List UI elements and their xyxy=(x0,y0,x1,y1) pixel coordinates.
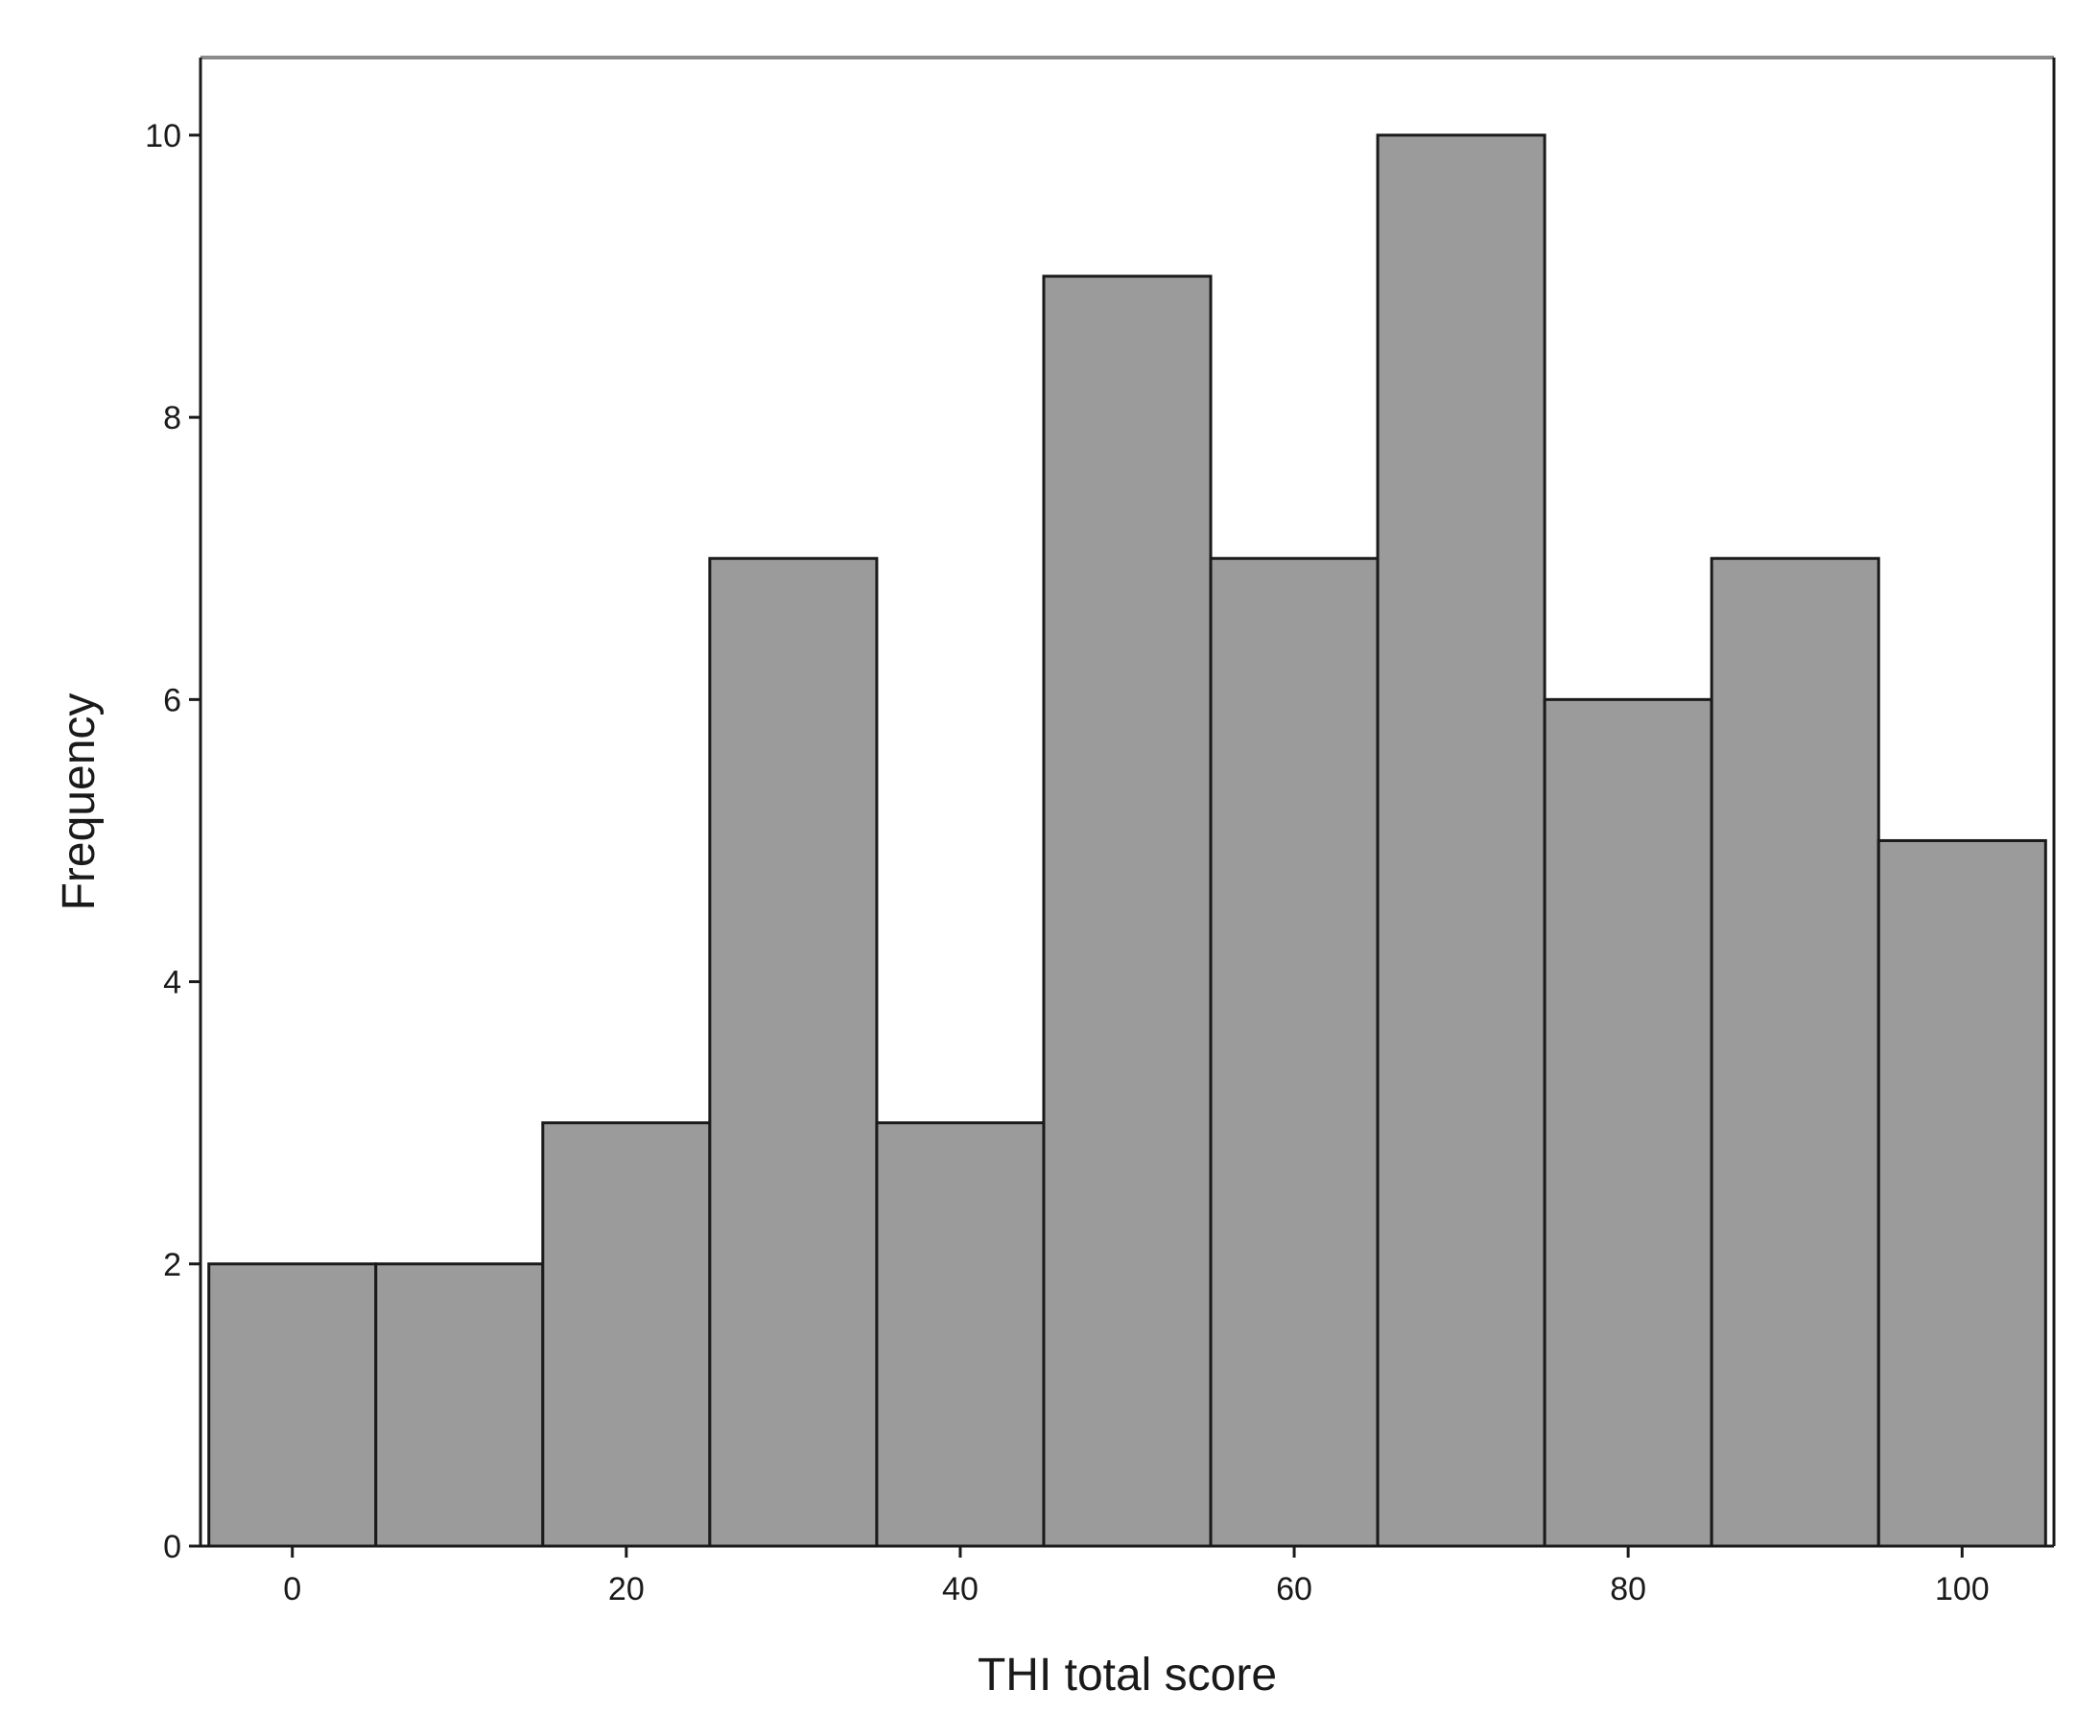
x-tick-label: 20 xyxy=(608,1571,645,1607)
x-axis-ticks: 0 20 40 60 80 100 xyxy=(283,1546,1990,1607)
bars-group xyxy=(207,133,2047,1548)
y-tick-label: 6 xyxy=(163,682,181,718)
y-axis-ticks: 0 2 4 6 8 10 xyxy=(145,118,201,1565)
histogram-bar xyxy=(1209,556,1380,1548)
y-tick-label: 10 xyxy=(145,118,181,154)
histogram-bar xyxy=(541,1121,712,1548)
histogram-bar xyxy=(1376,133,1546,1548)
x-tick-label: 0 xyxy=(283,1571,301,1607)
plot-frame xyxy=(199,56,2056,1548)
histogram-bar xyxy=(1543,697,1713,1548)
y-tick-label: 0 xyxy=(163,1529,181,1565)
x-tick-label: 60 xyxy=(1276,1571,1312,1607)
x-tick-label: 40 xyxy=(942,1571,979,1607)
x-axis-title: THI total score xyxy=(978,1650,1277,1701)
histogram-bar xyxy=(1876,838,2047,1548)
y-axis-title: Frequency xyxy=(54,693,105,911)
x-tick-label: 80 xyxy=(1610,1571,1646,1607)
histogram-bar xyxy=(1042,274,1213,1548)
y-tick-label: 4 xyxy=(163,965,181,1001)
histogram-bar xyxy=(1710,556,1880,1548)
x-tick-label: 100 xyxy=(1935,1571,1990,1607)
histogram-bar xyxy=(374,1262,545,1548)
y-tick-label: 2 xyxy=(163,1247,181,1283)
histogram-bar xyxy=(708,556,879,1548)
histogram-bar xyxy=(875,1121,1046,1548)
y-tick-label: 8 xyxy=(163,400,181,436)
histogram-bar xyxy=(207,1262,378,1548)
